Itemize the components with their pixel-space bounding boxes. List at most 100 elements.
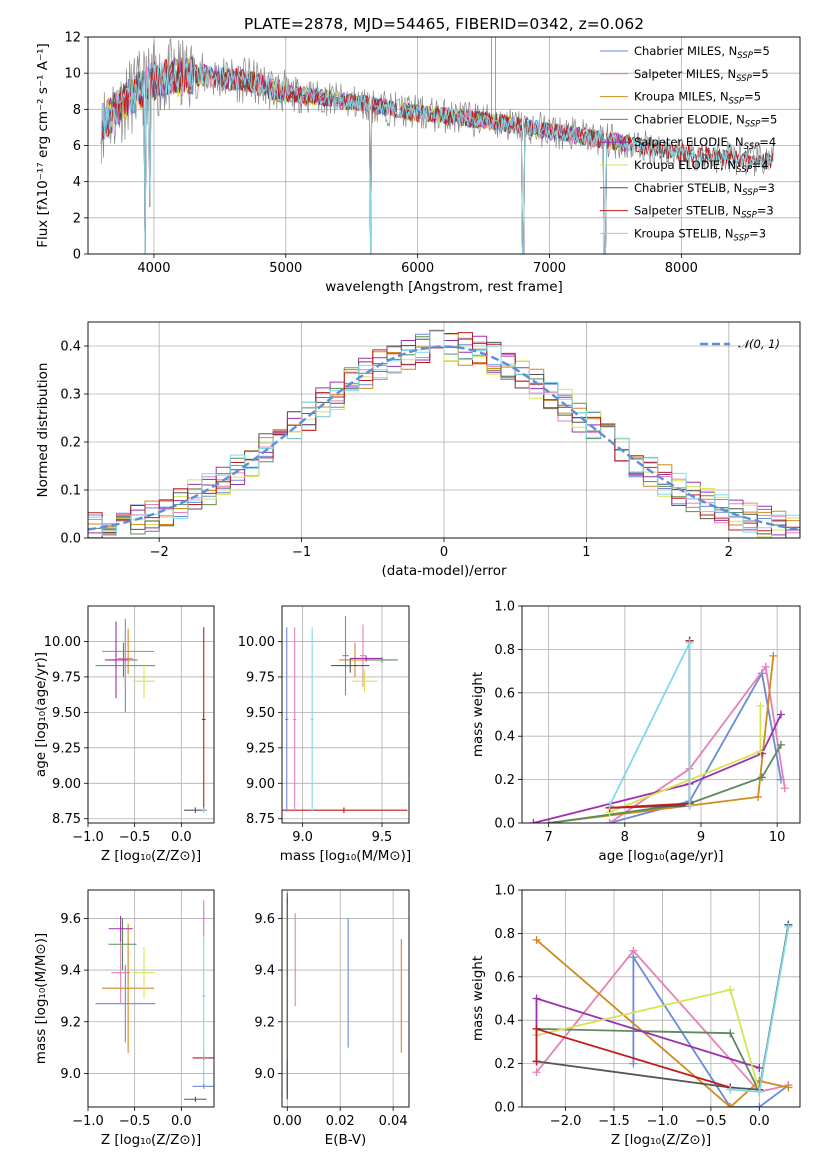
- x-tick-label: 0.0: [171, 830, 192, 845]
- axes-frame: [87, 36, 801, 255]
- plot-area: [282, 615, 408, 814]
- mass-weight-point: [532, 935, 541, 944]
- x-tick-label: −1.0: [647, 1114, 679, 1129]
- y-axis-label: Normed distribution: [35, 363, 51, 498]
- x-tick-label: 7000: [533, 261, 566, 276]
- axes-frame: [87, 889, 215, 1108]
- y-tick-label: 6: [73, 139, 81, 154]
- mass-weight-point: [776, 710, 785, 719]
- mass-weight-point: [629, 1059, 638, 1068]
- legend-entry: Chabrier ELODIE, NSSP=5: [634, 112, 777, 129]
- legend-entry: Kroupa ELODIE, NSSP=4: [634, 158, 769, 175]
- y-tick-label: 0.0: [494, 817, 515, 832]
- legend: Chabrier MILES, NSSP=5 Salpeter MILES, NS…: [600, 44, 777, 243]
- mass-weight-vs-age-panel: 7 8 9 10 0.0 0.2 0.4 0.6 0.8 1.0 age [log₁₀(age/yr…: [470, 600, 801, 864]
- spectrum-panel: 4000 5000 6000 7000 8000 0 2 4 6 8 10 12 wavelength …: [35, 31, 801, 295]
- y-tick-label: 9.2: [60, 1015, 81, 1030]
- y-tick-label: 9.00: [246, 777, 275, 792]
- mass-weight-point: [529, 819, 538, 823]
- legend-entry: Salpeter STELIB, NSSP=3: [634, 204, 774, 221]
- x-tick-label: 0.0: [171, 1114, 192, 1129]
- mass-weight-series-line: [535, 949, 789, 1093]
- y-tick-label: 0.6: [494, 970, 515, 985]
- y-tick-label: 9.4: [254, 964, 275, 979]
- residual-histogram-step: [88, 330, 800, 538]
- axes-frame: [521, 605, 801, 824]
- legend-entry: Kroupa STELIB, NSSP=3: [634, 226, 766, 243]
- ticks: 0.00 0.02 0.04 9.0 9.2 9.4 9.6: [254, 912, 407, 1129]
- y-tick-label: 0.2: [494, 773, 515, 788]
- y-axis-label: Flux [fλ10⁻¹⁷ erg cm⁻² s⁻¹ A⁻¹]: [35, 43, 51, 248]
- x-tick-label: 0.04: [379, 1114, 408, 1129]
- y-tick-label: 10: [64, 67, 81, 82]
- mass-weight-point: [685, 801, 694, 810]
- y-axis-label: age [log₁₀(age/yr)]: [33, 652, 49, 777]
- normal-reference-curve: [88, 345, 800, 531]
- legend-entry: Chabrier STELIB, NSSP=3: [634, 181, 775, 198]
- x-tick-label: 10: [769, 830, 786, 845]
- x-axis-label: mass [log₁₀(M/M⊙)]: [280, 848, 411, 864]
- x-tick-label: 4000: [137, 261, 170, 276]
- legend-entry: Salpeter MILES, NSSP=5: [634, 67, 769, 84]
- x-tick-label: 2: [725, 545, 733, 560]
- x-tick-label: −1.5: [598, 1114, 630, 1129]
- x-tick-label: −0.5: [695, 1114, 727, 1129]
- mass-weight-point: [756, 747, 765, 756]
- y-tick-label: 9.25: [246, 741, 275, 756]
- y-tick-label: 9.50: [52, 706, 81, 721]
- mass-weight-point: [784, 922, 793, 931]
- legend-entry: Kroupa MILES, NSSP=5: [634, 90, 761, 107]
- ticks: −2 −1 0 1 2 0.0 0.1 0.2 0.3 0.4: [60, 340, 733, 561]
- y-tick-label: 9.0: [254, 1067, 275, 1082]
- mass-weight-vs-metallicity-panel: −2.0 −1.5 −1.0 −0.5 0.0 0.0 0.2 0.4 0.6 0.8 1.0 Z […: [470, 884, 801, 1148]
- y-tick-label: 9.75: [246, 670, 275, 685]
- age-vs-metallicity-panel: −1.0 −0.5 0.0 8.75 9.00 9.25 9.50 9.75 10.00 Z [l…: [33, 605, 215, 864]
- residual-histogram-panel: −2 −1 0 1 2 0.0 0.1 0.2 0.3 0.4 (data-model)/error…: [35, 321, 801, 579]
- model-spectrum-line: [100, 57, 774, 254]
- mass-weight-series-line: [548, 744, 782, 823]
- x-axis-label: (data-model)/error: [381, 563, 507, 579]
- mass-weight-point: [755, 1063, 764, 1072]
- y-tick-label: 0: [73, 248, 81, 263]
- x-tick-label: −1: [292, 545, 311, 560]
- y-tick-label: 9.75: [52, 670, 81, 685]
- y-tick-label: 9.25: [52, 741, 81, 756]
- mass-weight-point: [756, 701, 765, 710]
- mass-weight-point: [685, 638, 694, 647]
- y-tick-label: 9.6: [254, 912, 275, 927]
- x-tick-label: 0.0: [749, 1114, 770, 1129]
- x-tick-label: −2.0: [550, 1114, 582, 1129]
- y-tick-label: 0.6: [494, 686, 515, 701]
- y-tick-label: 0.0: [494, 1101, 515, 1116]
- x-axis-label: Z [log₁₀(Z/Z⊙)]: [611, 1132, 711, 1148]
- mass-weight-point: [755, 1087, 764, 1096]
- mass-weight-point: [769, 651, 778, 660]
- x-tick-label: −1.0: [72, 1114, 104, 1129]
- mass-weight-point: [532, 994, 541, 1003]
- y-tick-label: 8: [73, 103, 81, 118]
- x-axis-label: E(B-V): [325, 1132, 367, 1148]
- ticks: −1.0 −0.5 0.0 8.75 9.00 9.25 9.50 9.75 10.00: [44, 635, 192, 845]
- mass-weight-point: [605, 819, 614, 823]
- mass-weight-point: [605, 801, 614, 810]
- x-tick-label: −0.5: [119, 830, 151, 845]
- mass-weight-point: [784, 1083, 793, 1092]
- y-tick-label: 8.75: [52, 812, 81, 827]
- y-tick-label: 0.4: [494, 730, 515, 745]
- mass-weight-point: [780, 784, 789, 793]
- model-spectrum-line: [100, 56, 774, 254]
- y-tick-label: 9.4: [60, 964, 81, 979]
- x-tick-label: 5000: [269, 261, 302, 276]
- mass-weight-point: [761, 662, 770, 671]
- x-tick-label: −1.0: [72, 830, 104, 845]
- axes-frame: [281, 605, 410, 824]
- ticks: −1.0 −0.5 0.0 9.0 9.2 9.4 9.6: [60, 912, 191, 1129]
- plot-area: [95, 618, 207, 814]
- mass-weight-point: [755, 1103, 764, 1107]
- plot-area: [88, 329, 800, 538]
- legend-entry: Chabrier MILES, NSSP=5: [634, 44, 770, 61]
- y-axis-label: mass [log₁₀(M/M⊙)]: [33, 933, 49, 1064]
- y-tick-label: 1.0: [494, 600, 515, 615]
- mass-weight-point: [532, 1057, 541, 1066]
- y-tick-label: 9.00: [52, 777, 81, 792]
